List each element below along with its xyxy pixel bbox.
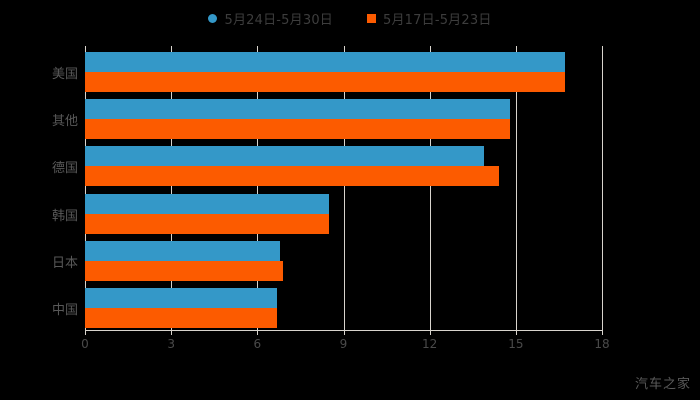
x-axis-tick-label: 12 xyxy=(422,337,438,351)
category-axis-labels: 美国其他德国韩国日本中国 xyxy=(0,46,78,330)
gridline xyxy=(171,46,173,330)
gridline xyxy=(85,46,86,330)
x-axis-tick xyxy=(171,330,173,335)
gridline xyxy=(602,46,603,330)
x-axis-tick xyxy=(85,330,86,335)
category-label: 日本 xyxy=(51,256,78,271)
legend-item[interactable]: 5月24日-5月30日 xyxy=(208,9,333,28)
x-axis-tick xyxy=(257,330,259,335)
x-axis-tick-label: 15 xyxy=(508,337,524,351)
legend-swatch-square-icon xyxy=(367,14,376,23)
plot-area xyxy=(85,46,603,330)
x-axis-tick-label: 3 xyxy=(167,337,175,351)
bar[interactable] xyxy=(85,193,330,214)
x-axis-tick-label: 18 xyxy=(594,337,610,351)
x-axis-tick xyxy=(515,330,517,335)
category-label: 韩国 xyxy=(51,208,78,224)
bar[interactable] xyxy=(85,71,565,92)
gridline xyxy=(515,46,517,330)
x-axis-tick-label: 0 xyxy=(81,337,89,351)
category-label: 美国 xyxy=(51,66,78,82)
x-axis-tick xyxy=(429,330,431,335)
legend-swatch-circle-icon xyxy=(208,14,218,23)
legend-label: 5月24日-5月30日 xyxy=(224,13,333,28)
category-label: 中国 xyxy=(51,303,78,319)
bar[interactable] xyxy=(85,51,565,72)
category-label: 其他 xyxy=(51,114,78,129)
bar[interactable] xyxy=(85,119,511,139)
bar[interactable] xyxy=(85,288,278,309)
gridline xyxy=(343,46,345,330)
x-axis-tick-label: 6 xyxy=(253,337,262,351)
x-axis-tick-label: 9 xyxy=(339,337,348,351)
bar[interactable] xyxy=(85,261,284,281)
bar[interactable] xyxy=(85,308,278,329)
bar[interactable] xyxy=(85,146,485,167)
x-axis-tick xyxy=(602,330,603,335)
bar[interactable] xyxy=(85,99,511,119)
gridline xyxy=(257,46,259,330)
bar[interactable] xyxy=(85,213,330,234)
bar[interactable] xyxy=(85,241,281,261)
bar[interactable] xyxy=(85,166,499,187)
category-label: 德国 xyxy=(51,161,78,177)
watermark: 汽车之家 xyxy=(634,377,691,392)
legend-label: 5月17日-5月23日 xyxy=(383,13,492,28)
legend-item[interactable]: 5月17日-5月23日 xyxy=(367,9,492,28)
gridline xyxy=(429,46,431,330)
x-axis-tick xyxy=(343,330,345,335)
chart-legend: 5月24日-5月30日 5月17日-5月23日 xyxy=(0,9,700,28)
